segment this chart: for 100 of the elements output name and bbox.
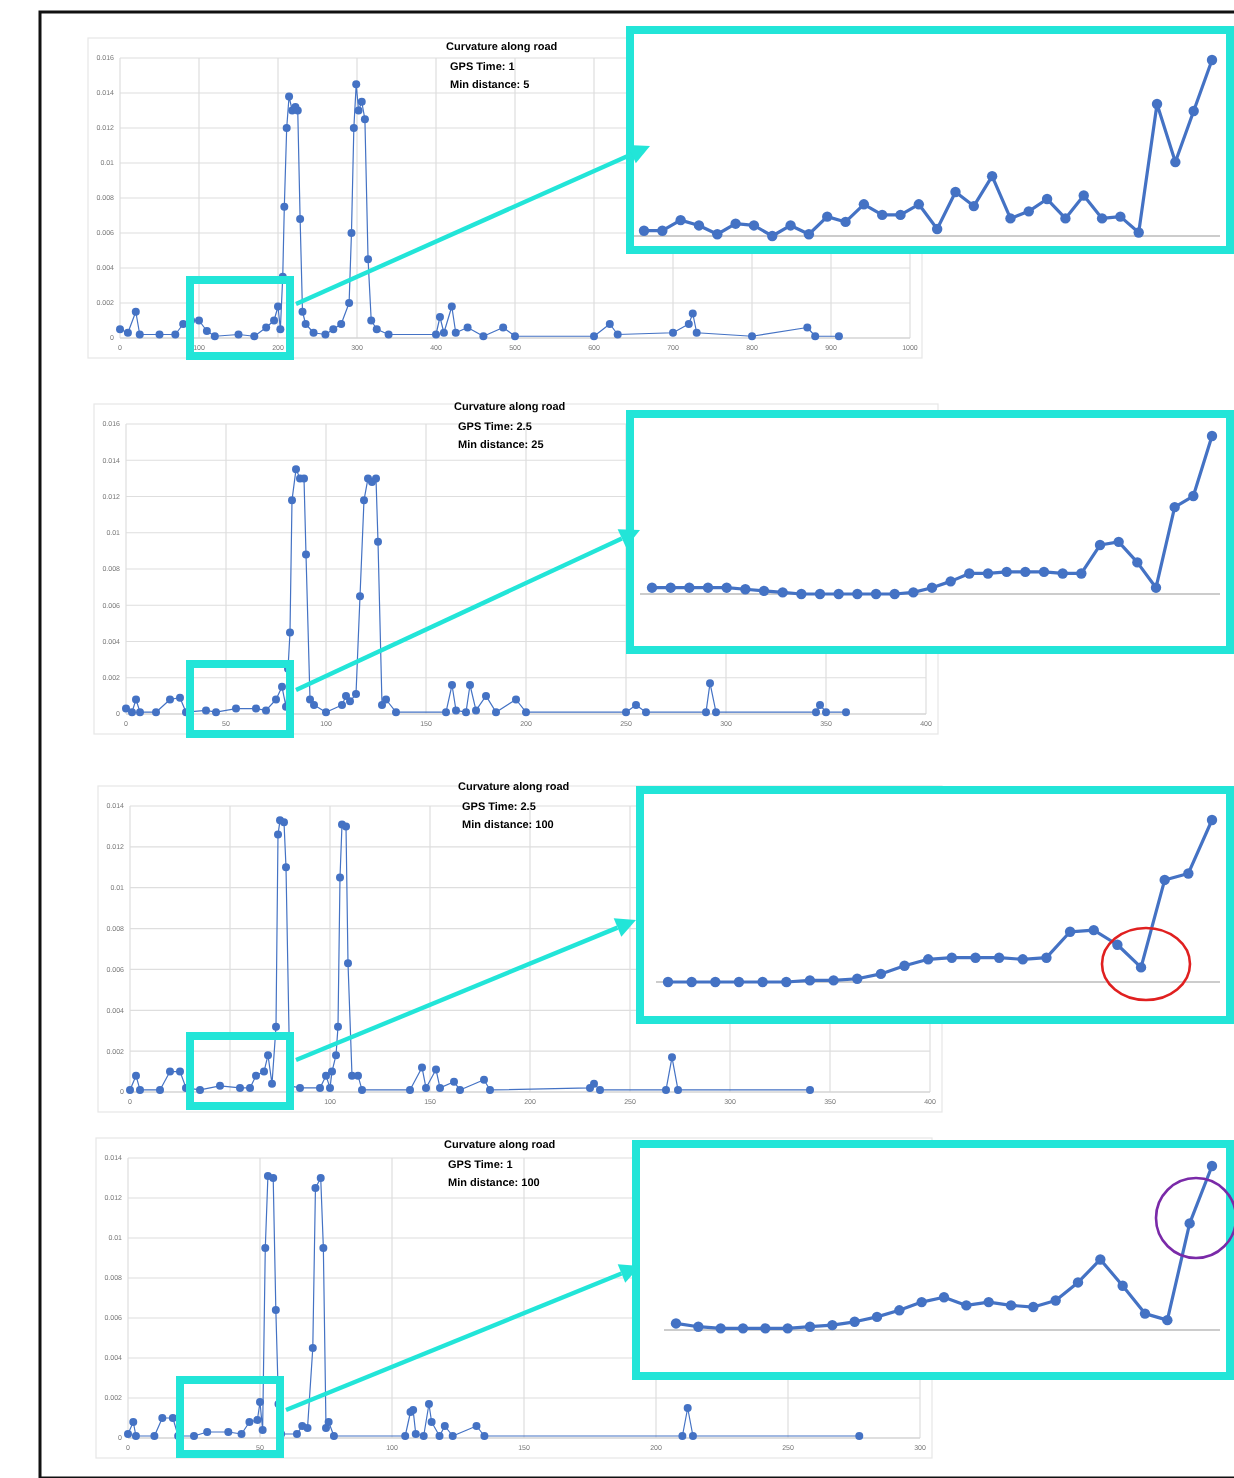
- point: [316, 1174, 325, 1182]
- point: [670, 1318, 682, 1329]
- point: [1183, 868, 1194, 879]
- point: [760, 1323, 771, 1334]
- point: [1206, 54, 1218, 66]
- point: [166, 1067, 174, 1076]
- point: [196, 1085, 204, 1094]
- point: [1076, 568, 1087, 579]
- point: [1057, 568, 1068, 579]
- point: [895, 209, 906, 221]
- point: [264, 1051, 272, 1060]
- point: [256, 1398, 264, 1406]
- point: [715, 1323, 726, 1334]
- point: [136, 708, 144, 717]
- point: [721, 582, 732, 593]
- point: [916, 1296, 927, 1308]
- point: [1117, 1280, 1128, 1291]
- point: [374, 537, 382, 546]
- point: [482, 691, 490, 700]
- point: [922, 954, 934, 965]
- point: [1162, 1314, 1173, 1326]
- point: [767, 230, 778, 242]
- point: [1078, 190, 1089, 201]
- point: [271, 1306, 280, 1314]
- point: [1088, 924, 1099, 936]
- point: [638, 225, 650, 236]
- point: [224, 1428, 233, 1436]
- point: [261, 1244, 270, 1252]
- point: [466, 681, 474, 689]
- point: [1072, 1277, 1084, 1288]
- point: [274, 830, 282, 839]
- point: [1159, 874, 1170, 886]
- point: [1184, 1218, 1195, 1229]
- point: [480, 1432, 489, 1440]
- point: [1151, 98, 1163, 110]
- point: [683, 1404, 692, 1412]
- point: [1038, 566, 1050, 578]
- point: [472, 1422, 481, 1430]
- point: [1169, 501, 1180, 513]
- point: [675, 214, 686, 226]
- point: [129, 1418, 138, 1426]
- point: [693, 220, 705, 231]
- point: [258, 1426, 267, 1434]
- point: [176, 693, 184, 702]
- point: [665, 582, 676, 593]
- point: [156, 1085, 164, 1094]
- point: [176, 1067, 184, 1076]
- point: [983, 1296, 994, 1308]
- point: [456, 1085, 464, 1094]
- point: [332, 1051, 340, 1060]
- point: [286, 628, 294, 637]
- point: [203, 1428, 212, 1436]
- point: [392, 708, 400, 717]
- point: [804, 975, 816, 986]
- point: [1135, 962, 1147, 973]
- point: [1139, 1308, 1151, 1319]
- point: [492, 708, 500, 717]
- point: [894, 1305, 905, 1316]
- point: [816, 700, 824, 709]
- point: [852, 588, 863, 600]
- point: [1115, 211, 1126, 222]
- point: [166, 695, 174, 704]
- point: [448, 1432, 457, 1440]
- point: [733, 976, 745, 988]
- point: [382, 695, 390, 704]
- point: [262, 706, 270, 715]
- point: [684, 582, 695, 593]
- point: [889, 588, 900, 600]
- point: [632, 700, 640, 709]
- point: [1133, 227, 1144, 238]
- point: [1206, 814, 1218, 826]
- point: [132, 695, 140, 704]
- point: [322, 1071, 330, 1080]
- point: [657, 225, 668, 236]
- point: [358, 1085, 366, 1094]
- point: [757, 976, 768, 988]
- point: [688, 1432, 697, 1440]
- point: [310, 700, 318, 709]
- point: [852, 973, 863, 984]
- point: [1113, 536, 1124, 548]
- point: [124, 1430, 132, 1438]
- point: [448, 681, 456, 689]
- point: [642, 708, 650, 717]
- point: [803, 229, 815, 240]
- point: [406, 1085, 414, 1094]
- point: [950, 186, 961, 198]
- point: [662, 1085, 670, 1094]
- point: [324, 1418, 333, 1426]
- point: [212, 708, 220, 717]
- point: [840, 216, 851, 228]
- point: [236, 1083, 244, 1092]
- point: [1132, 557, 1143, 568]
- point: [926, 582, 938, 593]
- point: [1050, 1295, 1061, 1306]
- point: [486, 1085, 494, 1094]
- point: [993, 952, 1005, 963]
- point: [272, 1022, 280, 1031]
- point: [126, 1085, 134, 1094]
- point: [128, 708, 136, 717]
- point: [336, 873, 344, 882]
